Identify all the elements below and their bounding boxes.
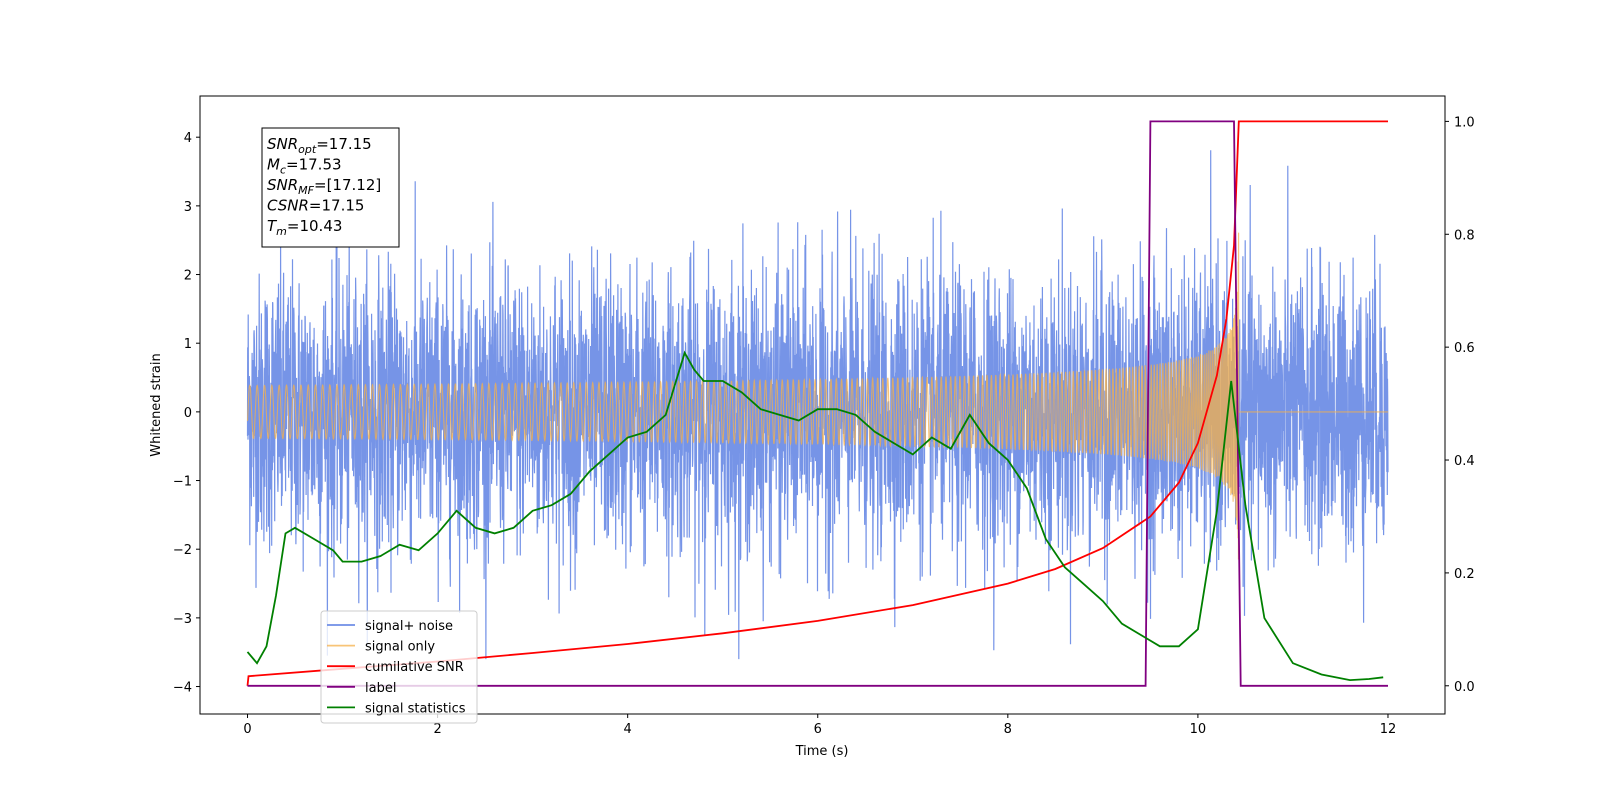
x-axis: 0 2 4 6 8 10 12 bbox=[243, 714, 1396, 737]
series-line-cumilative-snr bbox=[246, 120, 1388, 686]
x-tick-label: 0 bbox=[243, 722, 251, 737]
y-axis-label: Whitened strain bbox=[149, 353, 164, 456]
y-left-tick-label: −1 bbox=[173, 475, 192, 490]
x-tick-label: 6 bbox=[814, 722, 822, 737]
x-tick-label: 10 bbox=[1190, 722, 1207, 737]
y-left-tick-label: −4 bbox=[173, 681, 192, 696]
y-right-tick-label: 0.0 bbox=[1454, 680, 1475, 695]
legend-label: signal only bbox=[365, 640, 435, 655]
series-layer bbox=[246, 120, 1389, 687]
x-tick-label: 8 bbox=[1004, 722, 1012, 737]
annotation-line: CSNR=17.15 bbox=[267, 197, 364, 215]
annotation-line: SNRMF=[17.12] bbox=[267, 176, 381, 197]
x-tick-label: 2 bbox=[433, 722, 441, 737]
y-left-tick-label: 2 bbox=[184, 269, 192, 284]
annotation-box: SNRopt=17.15Mc=17.53SNRMF=[17.12]CSNR=17… bbox=[261, 127, 400, 248]
legend-label: cumilative SNR bbox=[365, 660, 464, 675]
legend-label: signal+ noise bbox=[365, 619, 453, 634]
x-tick-label: 12 bbox=[1380, 722, 1397, 737]
annotation-line: Tm=10.43 bbox=[267, 217, 342, 238]
x-axis-label: Time (s) bbox=[795, 744, 849, 759]
y-left-tick-label: 0 bbox=[184, 406, 192, 421]
y-axis-right: 0.0 0.2 0.4 0.6 0.8 1.0 bbox=[1445, 115, 1475, 695]
legend-label: label bbox=[365, 681, 396, 696]
y-left-tick-label: −3 bbox=[173, 612, 192, 627]
y-left-tick-label: 1 bbox=[184, 337, 192, 352]
legend: signal+ noise signal only cumilative SNR la… bbox=[320, 610, 478, 724]
y-right-tick-label: 0.2 bbox=[1454, 567, 1475, 582]
y-right-tick-label: 1.0 bbox=[1454, 115, 1475, 130]
plot-frame bbox=[199, 95, 1446, 715]
y-left-tick-label: −2 bbox=[173, 543, 192, 558]
y-axis-left: −4 −3 −2 −1 0 1 2 3 4 bbox=[173, 131, 200, 696]
annotation-line: Mc=17.53 bbox=[267, 156, 342, 177]
y-right-tick-label: 0.4 bbox=[1454, 454, 1475, 469]
y-right-tick-label: 0.6 bbox=[1454, 341, 1475, 356]
y-right-tick-label: 0.8 bbox=[1454, 228, 1475, 243]
series-line-label bbox=[247, 120, 1388, 687]
series-line-signal-only bbox=[246, 232, 1388, 560]
y-left-tick-label: 3 bbox=[184, 200, 192, 215]
y-left-tick-label: 4 bbox=[184, 131, 192, 146]
series-line-signal-statistics bbox=[246, 350, 1384, 682]
legend-label: signal statistics bbox=[365, 701, 466, 716]
annotation-line: SNRopt=17.15 bbox=[267, 135, 372, 156]
x-tick-label: 4 bbox=[624, 722, 632, 737]
